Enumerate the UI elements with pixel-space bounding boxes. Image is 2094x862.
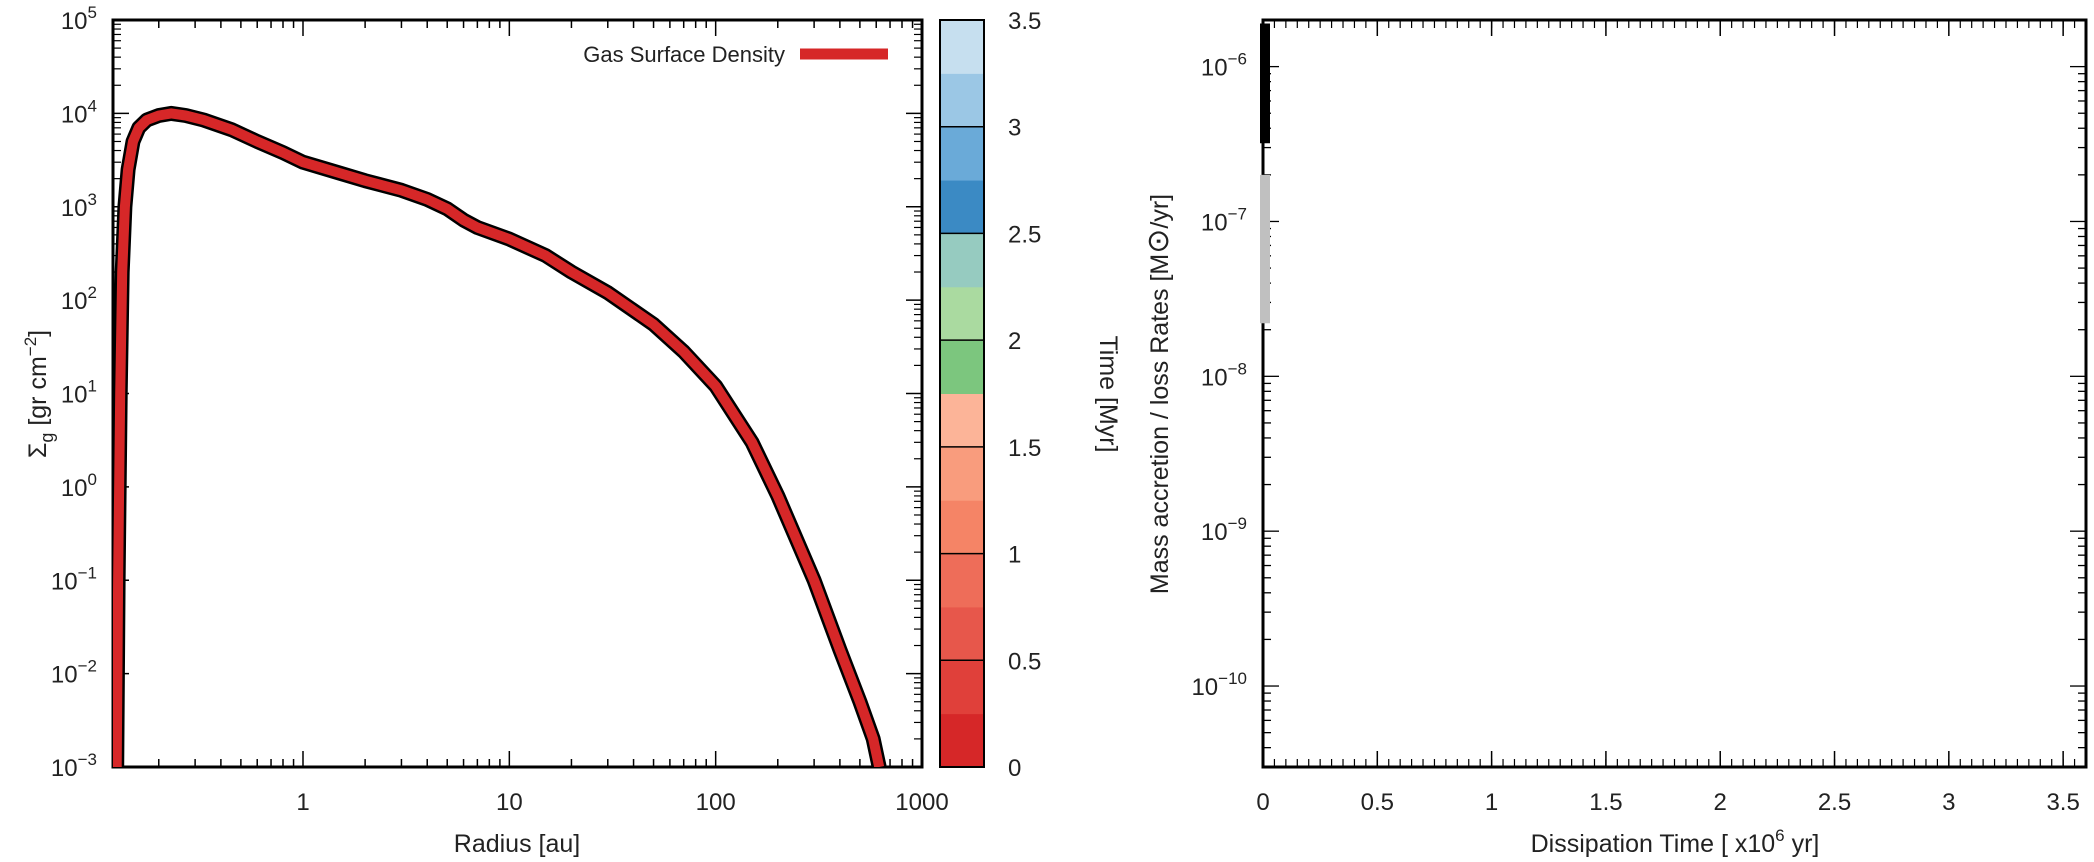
gas-surface-density-line (113, 108, 885, 767)
colorbar-segment (940, 286, 984, 341)
colorbar-segment (940, 446, 984, 501)
right-xtick-label: 2 (1714, 789, 1727, 816)
colorbar-segment (940, 553, 984, 608)
left-ytick-label: 10−3 (51, 750, 97, 782)
colorbar-segments (940, 20, 984, 768)
colorbar-tick-label: 3.5 (1008, 8, 1041, 35)
colorbar-segment (940, 500, 984, 555)
colorbar-frame (939, 19, 985, 768)
right-xtick-label: 2.5 (1818, 789, 1851, 816)
left-ytick-label: 104 (61, 96, 97, 128)
left-ytick-label: 102 (61, 283, 97, 315)
right-ylabel-tail: /yr] (1146, 194, 1174, 229)
legend-label: Gas Surface Density (583, 42, 785, 67)
left-ytick-label: 10−2 (51, 657, 97, 689)
colorbar-tick-label: 0.5 (1008, 648, 1041, 675)
right-xtick-label: 3.5 (2046, 789, 2079, 816)
right-xtick-label: 0.5 (1361, 789, 1394, 816)
left-ytick-label: 101 (61, 377, 97, 409)
left-ytick-label: 105 (61, 3, 97, 35)
right-xtick-label: 1.5 (1589, 789, 1622, 816)
right-xlabel-main: Dissipation Time [ x10 (1531, 830, 1776, 858)
right-ytick-label: 10−7 (1201, 204, 1247, 236)
gas-surface-density-series (113, 105, 887, 767)
gas-surface-density-outline (113, 105, 887, 767)
right-ylabel: Mass accretion / loss Rates [M⊙/yr] (1142, 194, 1175, 594)
left-ytick-label: 10−1 (51, 563, 97, 595)
colorbar-tick-label: 1.5 (1008, 435, 1041, 462)
colorbar-segment (940, 713, 984, 768)
colorbar-tick-label: 3 (1008, 115, 1021, 142)
left-xtick-label: 10 (496, 789, 523, 816)
right-ytick-label: 10−8 (1201, 359, 1247, 391)
right-ytick-label: 10−6 (1201, 50, 1247, 82)
left-xtick-label: 100 (696, 789, 736, 816)
left-major-ticks (113, 19, 923, 768)
left-xtick-label: 1000 (895, 789, 948, 816)
right-ylabel-main: Mass accretion / loss Rates [M (1146, 254, 1174, 594)
right-xtick-labels: 0 0.5 1 1.5 2 2.5 3 3.5 (1256, 789, 2080, 816)
colorbar-segment (940, 180, 984, 234)
colorbar-tick-label: 2.5 (1008, 221, 1041, 248)
colorbar-segment (940, 606, 984, 661)
right-ytick-label: 10−9 (1201, 514, 1247, 546)
colorbar-segment (940, 73, 984, 128)
colorbar-segment (940, 126, 984, 181)
colorbar-segment (940, 660, 984, 715)
left-ytick-label: 103 (61, 190, 97, 222)
left-ylabel: Σg [gr cm−2] (21, 330, 57, 458)
colorbar-tick-label: 0 (1008, 755, 1021, 782)
right-xtick-label: 1 (1485, 789, 1498, 816)
right-ylabel-sun: ⊙ (1142, 229, 1175, 254)
left-xlabel: Radius [au] (454, 830, 580, 858)
left-ytick-label: 100 (61, 470, 97, 502)
colorbar-segment (940, 20, 984, 74)
right-ytick-label: 10−10 (1191, 669, 1247, 701)
right-major-ticks (1262, 20, 2086, 767)
right-xlabel-tail: yr] (1785, 830, 1820, 858)
right-xtick-label: 3 (1942, 789, 1955, 816)
colorbar-tick-labels: 0 0.5 1 1.5 2 2.5 3 3.5 (1008, 8, 1041, 782)
colorbar-segment (940, 233, 984, 288)
left-panel: 1 10 100 1000 10−310−210−110010110210310410… (21, 3, 949, 858)
left-xtick-label: 1 (296, 789, 309, 816)
colorbar-label: Time [Myr] (1094, 335, 1122, 452)
colorbar-tick-label: 2 (1008, 328, 1021, 355)
right-plot-frame (1261, 18, 2088, 769)
right-ytick-labels: 10−10 10−9 10−8 10−7 10−6 (1191, 50, 1247, 701)
right-xlabel: Dissipation Time [ x106 yr] (1531, 826, 1820, 858)
colorbar-segment (940, 340, 984, 394)
colorbar: 0 0.5 1 1.5 2 2.5 3 3.5 Time [Myr] (939, 8, 1122, 782)
left-ytick-labels: 10−3 10−2 10−1 100 101 102 103 104 105 (51, 3, 97, 782)
right-xlabel-exp: 6 (1775, 826, 1784, 845)
right-xtick-label: 0 (1256, 789, 1269, 816)
right-panel: 0 0.5 1 1.5 2 2.5 3 3.5 10−10 10−9 10−8 10−7 10−6 D… (1142, 18, 2088, 858)
left-xtick-labels: 1 10 100 1000 (296, 789, 948, 816)
legend: Gas Surface Density (583, 42, 888, 67)
colorbar-tick-label: 1 (1008, 542, 1021, 569)
colorbar-segment (940, 393, 984, 448)
right-minor-ticks (1262, 19, 2087, 768)
